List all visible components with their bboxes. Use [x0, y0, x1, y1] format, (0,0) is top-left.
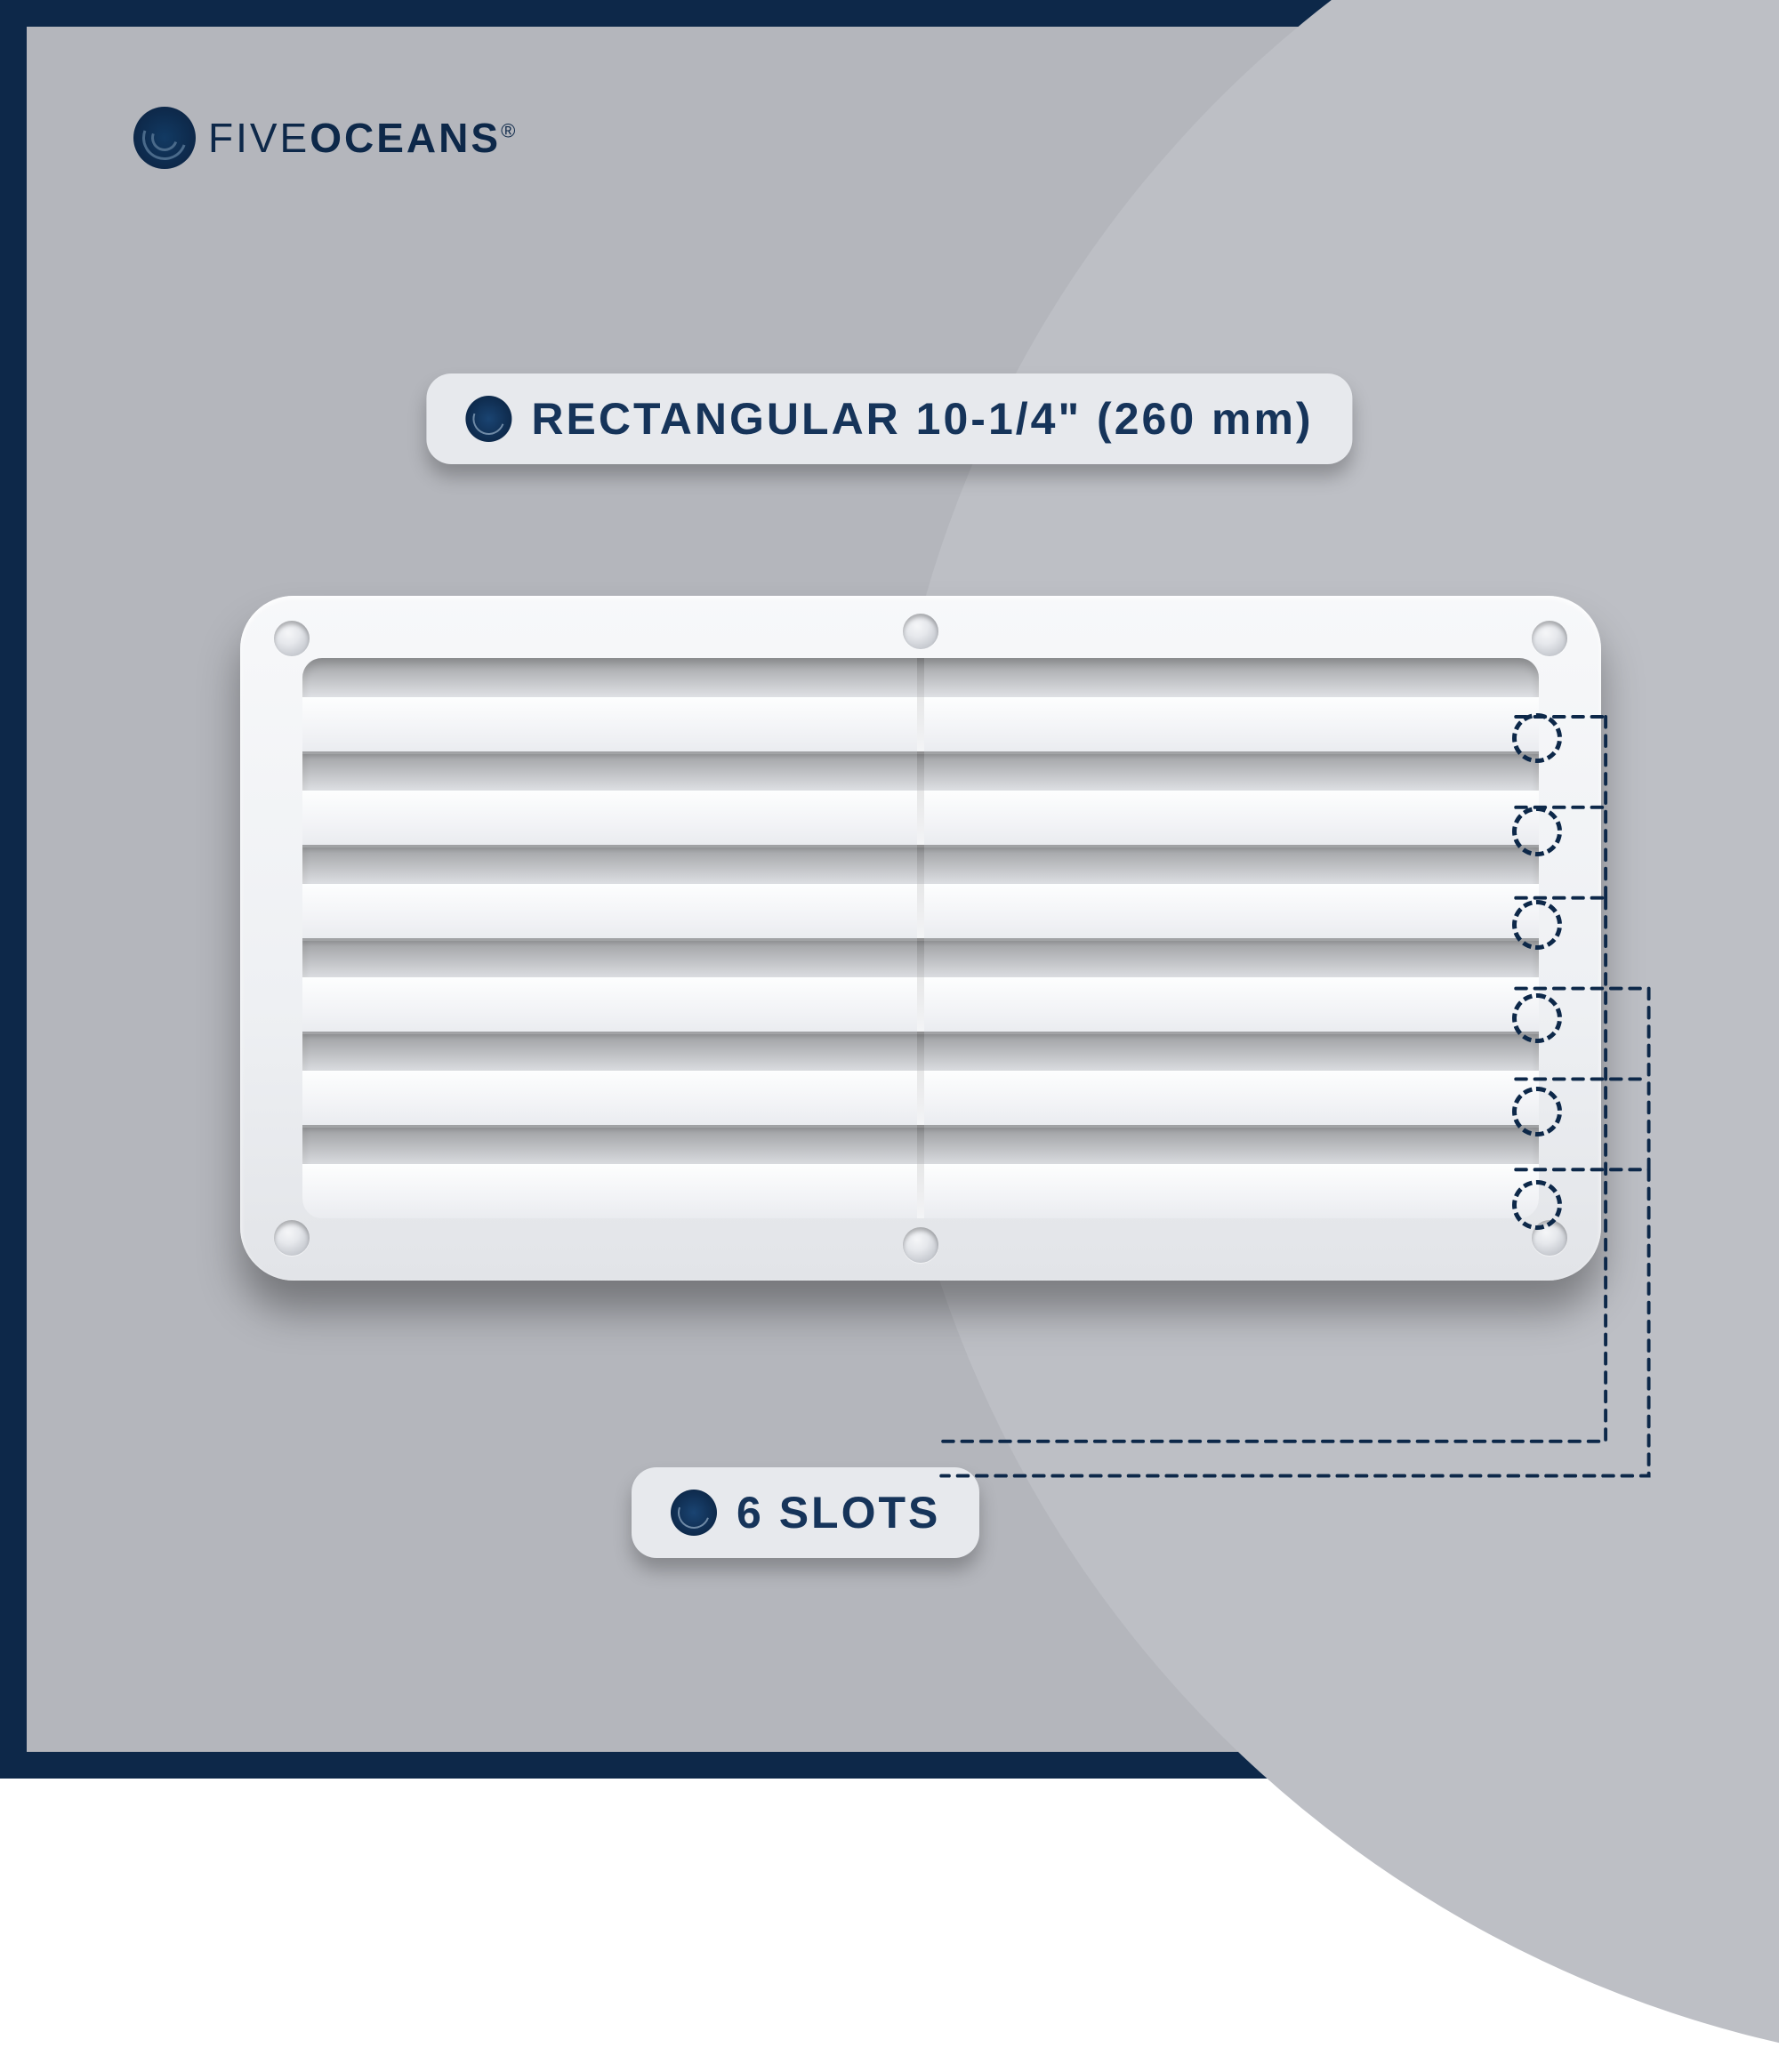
- vent-slat: [302, 845, 1539, 941]
- brand-logo: FIVEOCEANS®: [133, 107, 518, 169]
- brand-bold: OCEANS: [310, 115, 501, 161]
- slot-marker: [1512, 713, 1562, 763]
- registered-mark: ®: [501, 120, 518, 142]
- brand-name: FIVEOCEANS®: [208, 114, 518, 162]
- vent-product: [240, 596, 1601, 1281]
- screw-hole: [274, 621, 310, 656]
- slot-marker: [1512, 1087, 1562, 1136]
- slot-marker: [1512, 900, 1562, 950]
- dimension-label: RECTANGULAR 10-1/4" (260 mm): [426, 373, 1352, 464]
- slot-marker: [1512, 1180, 1562, 1230]
- vent-slat: [302, 1032, 1539, 1128]
- slot-count-label: 6 SLOTS: [632, 1467, 979, 1558]
- dimension-text: RECTANGULAR 10-1/4" (260 mm): [531, 393, 1313, 445]
- wave-icon: [465, 396, 511, 442]
- vent-slat: [302, 938, 1539, 1034]
- vent-slat: [302, 1125, 1539, 1218]
- wave-icon: [671, 1490, 717, 1536]
- slot-count-text: 6 SLOTS: [737, 1487, 940, 1538]
- slot-marker: [1512, 993, 1562, 1043]
- wave-icon: [133, 107, 196, 169]
- screw-hole: [903, 614, 938, 649]
- vent-slat: [302, 751, 1539, 847]
- slot-marker: [1512, 807, 1562, 856]
- infographic-frame: FIVEOCEANS® RECTANGULAR 10-1/4" (260 mm)…: [0, 0, 1779, 1779]
- vent-slat: [302, 658, 1539, 754]
- screw-hole: [274, 1220, 310, 1256]
- vent-louver-area: [302, 658, 1539, 1218]
- screw-hole: [903, 1227, 938, 1263]
- screw-hole: [1532, 621, 1567, 656]
- brand-light: FIVE: [208, 115, 310, 161]
